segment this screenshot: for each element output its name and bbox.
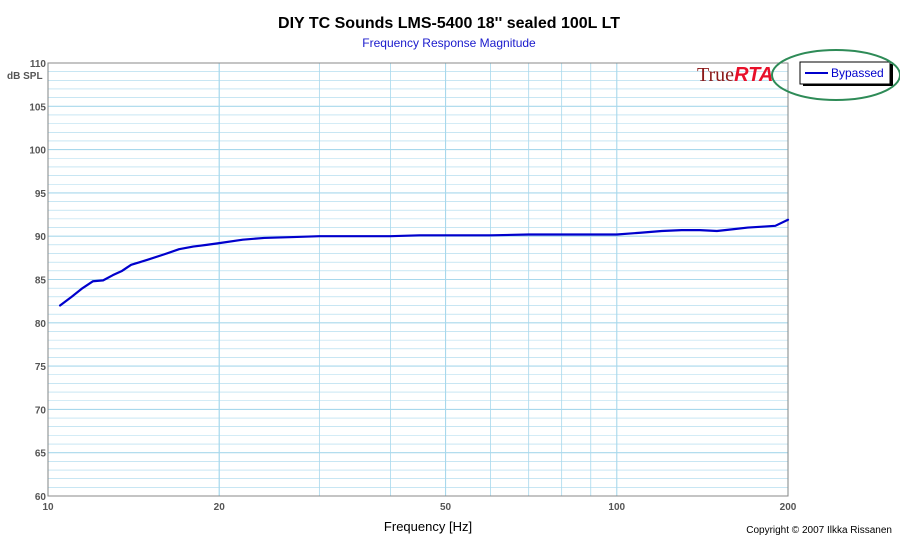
x-tick-label: 20 xyxy=(214,502,226,513)
y-tick-label: 105 xyxy=(29,102,46,113)
y-tick-label: 85 xyxy=(35,276,47,287)
y-tick-label: 70 xyxy=(35,405,47,416)
x-tick-label: 200 xyxy=(780,502,797,513)
x-tick-label: 50 xyxy=(440,502,452,513)
y-tick-labels: 60 65 70 75 80 85 90 95 100 105 110 xyxy=(29,59,46,503)
legend-box xyxy=(799,61,891,85)
x-tick-labels: 10 20 50 100 200 xyxy=(42,502,796,513)
chart-title: DIY TC Sounds LMS-5400 18'' sealed 100L … xyxy=(278,15,620,32)
chart-subtitle: Frequency Response Magnitude xyxy=(362,36,536,50)
logo-rta-text: RTA xyxy=(734,64,773,86)
y-tick-label: 110 xyxy=(30,59,47,70)
copyright-text: Copyright © 2007 Ilkka Rissanen xyxy=(746,525,892,536)
series-layer xyxy=(58,218,790,307)
grid-minor xyxy=(48,63,789,496)
y-tick-label: 90 xyxy=(35,232,47,243)
y-tick-label: 75 xyxy=(35,362,47,373)
truerta-logo: TrueRTA xyxy=(697,64,773,86)
legend-entry-bypassed: Bypassed xyxy=(831,66,884,80)
y-axis-label: dB SPL xyxy=(7,71,43,82)
y-tick-label: 95 xyxy=(35,189,47,200)
legend: Bypassed xyxy=(799,61,893,86)
y-tick-label: 80 xyxy=(35,319,47,330)
y-tick-label: 100 xyxy=(29,146,46,157)
svg-text:TrueRTA: TrueRTA xyxy=(697,64,773,86)
y-tick-label: 65 xyxy=(35,449,47,460)
x-axis-label: Frequency [Hz] xyxy=(384,519,472,534)
x-tick-label: 100 xyxy=(608,502,625,513)
series-line-bypassed xyxy=(58,218,790,307)
y-tick-label: 60 xyxy=(35,492,47,503)
annotation-ellipse xyxy=(771,49,900,101)
x-tick-label: 10 xyxy=(42,502,54,513)
plot-frame xyxy=(47,62,789,497)
logo-true-text: True xyxy=(697,64,734,86)
